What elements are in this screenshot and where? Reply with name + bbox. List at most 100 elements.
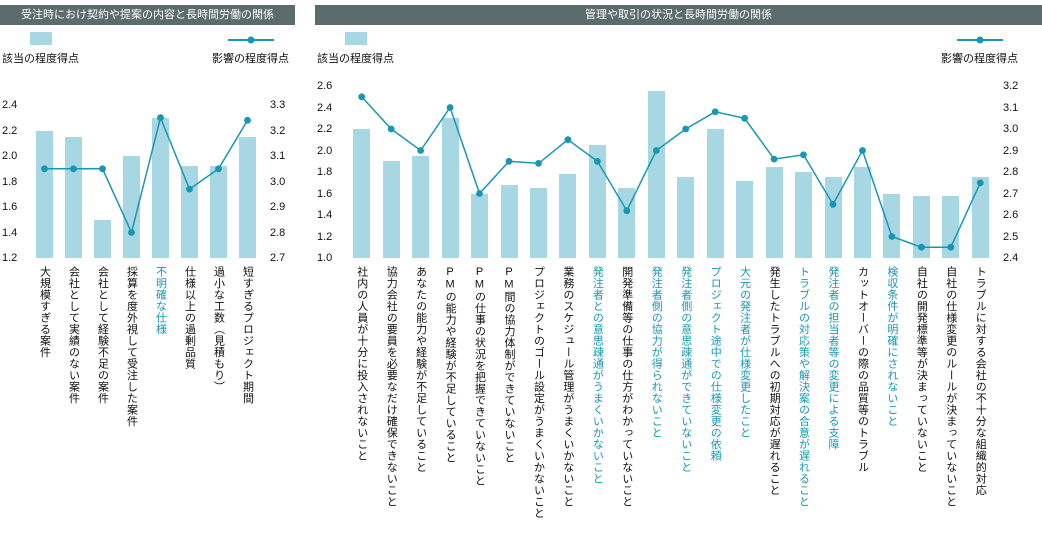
line-point [358,93,366,101]
category-label: PM間の協力体制ができていないこと [503,266,515,464]
line-point [476,190,483,197]
applicability-bar [736,180,754,258]
applicability-bar [500,184,518,258]
left-axis: 2.6 2.4 2.2 2.0 1.8 1.6 1.4 1.2 1.0 [315,80,341,264]
bar-swatch-icon [345,32,367,45]
applicability-bar [706,129,724,258]
axis-tick-label: 2.9 [1003,144,1019,157]
chart-title: 受注時におけ契約や提案の内容と長時間労働の関係 [0,5,295,25]
line-point [387,125,395,133]
axis-tick-label: 1.6 [2,201,18,213]
left-axis: 2.4 2.2 2.0 1.8 1.6 1.4 1.2 [0,99,24,264]
line-point [682,125,690,133]
line-marker-icon [956,36,1003,44]
applicability-bar [382,161,400,258]
line-point [594,157,601,165]
plot-area [30,105,262,258]
chart-order-contract: 受注時におけ契約や提案の内容と長時間労働の関係 該当の程度得点 影響の程度得点 … [0,0,295,534]
axis-tick-label: 1.8 [317,166,333,178]
category-label: PMの仕事の状況を把握できていないこと [473,266,486,487]
category-label: 自社の開発標準等が決まっていないこと [915,266,928,473]
applicability-bar [65,136,82,258]
axis-tick-label: 2.4 [1003,252,1019,264]
applicability-bar [795,172,812,258]
legend-influence: 影響の程度得点 [941,34,1018,66]
line-point [564,136,572,144]
line-point [711,108,719,116]
axis-tick-label: 1.4 [317,209,333,221]
category-label: プロジェクトのゴール設定がうまくいかないこと [532,266,545,519]
plot-area [347,86,995,258]
line-point [800,151,807,159]
category-label: トラブルに対する会社の不十分な組織的対応 [974,266,987,496]
applicability-bar [441,118,459,258]
axis-tick-label: 3.0 [1003,123,1019,135]
axis-tick-label: 2.6 [1003,209,1019,221]
category-label: 採算を度外視して受注した案件 [125,266,138,427]
applicability-bar [647,91,665,258]
axis-tick-label: 2.8 [270,226,286,239]
applicability-bar [559,174,577,258]
line-point [186,185,193,193]
axis-tick-label: 2.7 [1003,187,1019,200]
category-label: 不明確な仕様 [154,266,167,335]
line-point [99,165,106,173]
category-label: 発注者側の意思疎通ができていないこと [679,266,692,473]
category-label: 発生したトラブルへの初期対応が遅れること [768,266,781,496]
applicability-bar [412,155,430,258]
axis-tick-label: 2.2 [2,124,18,137]
right-axis: 3.2 3.1 3.0 2.9 2.8 2.7 2.6 2.5 2.4 [1001,80,1031,264]
legend-applicability-label: 該当の程度得点 [317,53,394,65]
legend-applicability: 該当の程度得点 [2,32,79,66]
legend-applicability: 該当の程度得点 [317,32,394,66]
line-point [741,114,748,122]
category-axis: 大規模すぎる案件 会社として実績のない案件 会社として経験不足の案件 採算を度外視して… [30,264,262,534]
line-marker-icon [227,36,274,44]
axis-tick-label: 3.3 [270,99,286,111]
axis-tick-label: 2.4 [2,99,18,111]
line-point [70,165,77,173]
applicability-bar [210,166,227,258]
line-point [770,155,778,163]
category-label: 大規模すぎる案件 [38,266,51,358]
category-label: PMの能力や経験が不足していること [444,266,457,464]
category-label: あなたの能力や経験が不足していること [414,266,427,473]
axis-tick-label: 2.5 [1003,230,1019,243]
category-label: 過小な工数（見積もり） [212,266,225,393]
category-label: 会社として実績のない案件 [67,266,80,404]
axis-tick-label: 1.8 [2,175,18,188]
legend-applicability-label: 該当の程度得点 [2,53,79,65]
legend-influence-label: 影響の程度得点 [941,53,1018,65]
applicability-bar [854,166,871,258]
category-label: 短すぎるプロジェクト期間 [241,266,254,404]
category-label: 協力会社の要員を必要なだけ確保できないこと [385,266,398,508]
axis-tick-label: 1.0 [317,252,333,264]
line-point [215,165,222,173]
applicability-bar [471,193,488,258]
applicability-bar [912,195,930,258]
axis-tick-label: 3.1 [1003,101,1019,114]
category-label: 自社の仕様変更のルールが決まっていないこと [944,266,957,508]
right-axis: 3.3 3.2 3.1 3.0 2.9 2.8 2.7 [268,99,294,264]
axis-tick-label: 3.2 [270,124,286,137]
axis-tick-label: 1.2 [317,230,333,243]
axis-tick-label: 3.1 [270,150,286,162]
category-label: 会社として経験不足の案件 [96,266,109,404]
influence-line [41,114,251,236]
line-point [829,200,837,208]
chart-management-transactions: 管理や取引の状況と長時間労働の関係 該当の程度得点 影響の程度得点 2.6 2.4… [315,0,1042,534]
line-point [623,207,631,215]
line-point [446,104,454,111]
line-point [535,160,542,167]
axis-tick-label: 1.2 [2,252,18,264]
applicability-bar [530,188,547,258]
axis-tick-label: 2.8 [1003,166,1019,178]
line-point [918,243,925,251]
axis-tick-label: 2.6 [317,80,333,92]
applicability-bar [883,193,901,258]
category-label: カットオーバーの際の品質等のトラブル [856,266,869,473]
applicability-bar [239,136,256,258]
axis-tick-label: 1.6 [317,187,333,200]
category-label: 仕様以上の過剰品質 [183,266,196,370]
